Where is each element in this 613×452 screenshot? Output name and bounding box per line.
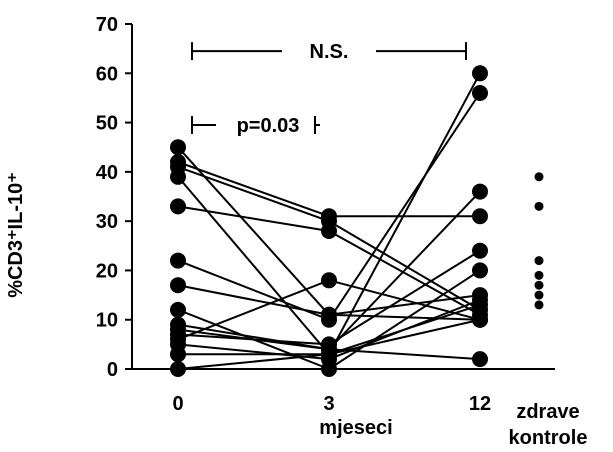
x-tick-label: 3 [323,393,334,415]
patient-point [321,272,337,289]
x-axis: 0 3 12 [132,368,555,415]
control-point [534,172,544,182]
y-tick-label: 50 [96,113,118,135]
control-point [534,300,544,310]
y-tick-label: 20 [96,260,118,282]
patient-line-segment [328,72,481,355]
patient-point [472,296,488,313]
ns-label: N.S. [310,41,349,63]
patient-line-segment [328,318,481,356]
control-point [534,290,544,300]
patient-line-segment [328,190,481,350]
patient-line-segment [177,165,330,223]
control-point [534,270,544,280]
patient-point [472,65,488,82]
x-axis-label: mjeseci [319,417,392,439]
patient-point [170,301,186,318]
patient-point [472,85,488,101]
patient-point [472,262,488,279]
patient-point [170,252,186,269]
control-label-line2: kontrole [509,427,588,449]
patient-line-segment [177,279,330,341]
patient-point [321,346,337,363]
patient-line-segment [177,176,330,355]
patient-point [170,361,186,377]
x-tick-label: 12 [469,393,491,415]
patient-line-segment [328,269,481,370]
p-value-label: p=0.03 [237,115,300,137]
y-axis: 0 10 20 30 40 50 60 70 [96,14,133,381]
patient-point [170,346,186,363]
patient-line-segment [328,249,481,346]
patient-line-segment [328,230,481,316]
patient-line-segment [177,333,330,346]
patient-line-segment [328,348,481,361]
y-tick-label: 0 [107,359,118,381]
data-points [170,65,544,377]
patient-point [170,198,186,215]
patient-line-segment [328,313,481,321]
control-point [534,280,544,290]
x-tick-label: 0 [172,393,183,415]
patient-point [170,277,186,294]
patient-line-segment [328,220,481,311]
patient-line-segment [177,161,330,218]
y-axis-label: %CD3⁺IL-10⁺ [5,172,27,298]
patient-point [472,351,488,368]
y-tick-label: 40 [96,162,118,184]
patient-point [472,311,488,328]
y-tick-label: 70 [96,14,118,36]
patient-point [472,242,488,259]
patient-point [170,168,186,185]
patient-lines [177,72,481,370]
control-point [534,256,544,266]
annotations: N.S. p=0.03 [191,41,467,137]
patient-line-segment [177,205,330,232]
patient-point [170,139,186,156]
patient-line-segment [328,92,481,321]
y-tick-label: 10 [96,310,118,332]
patient-line-segment [328,303,481,356]
patient-line-segment [177,284,330,316]
patient-point [321,223,337,239]
patient-line-segment [177,353,330,370]
control-point [534,201,544,211]
y-tick-label: 30 [96,211,118,233]
y-tick-label: 60 [96,63,118,85]
patient-point [321,306,337,323]
patient-point [472,183,488,200]
patient-point [472,208,488,225]
control-label-line1: zdrave [516,401,579,423]
patient-line-segment [328,294,481,316]
